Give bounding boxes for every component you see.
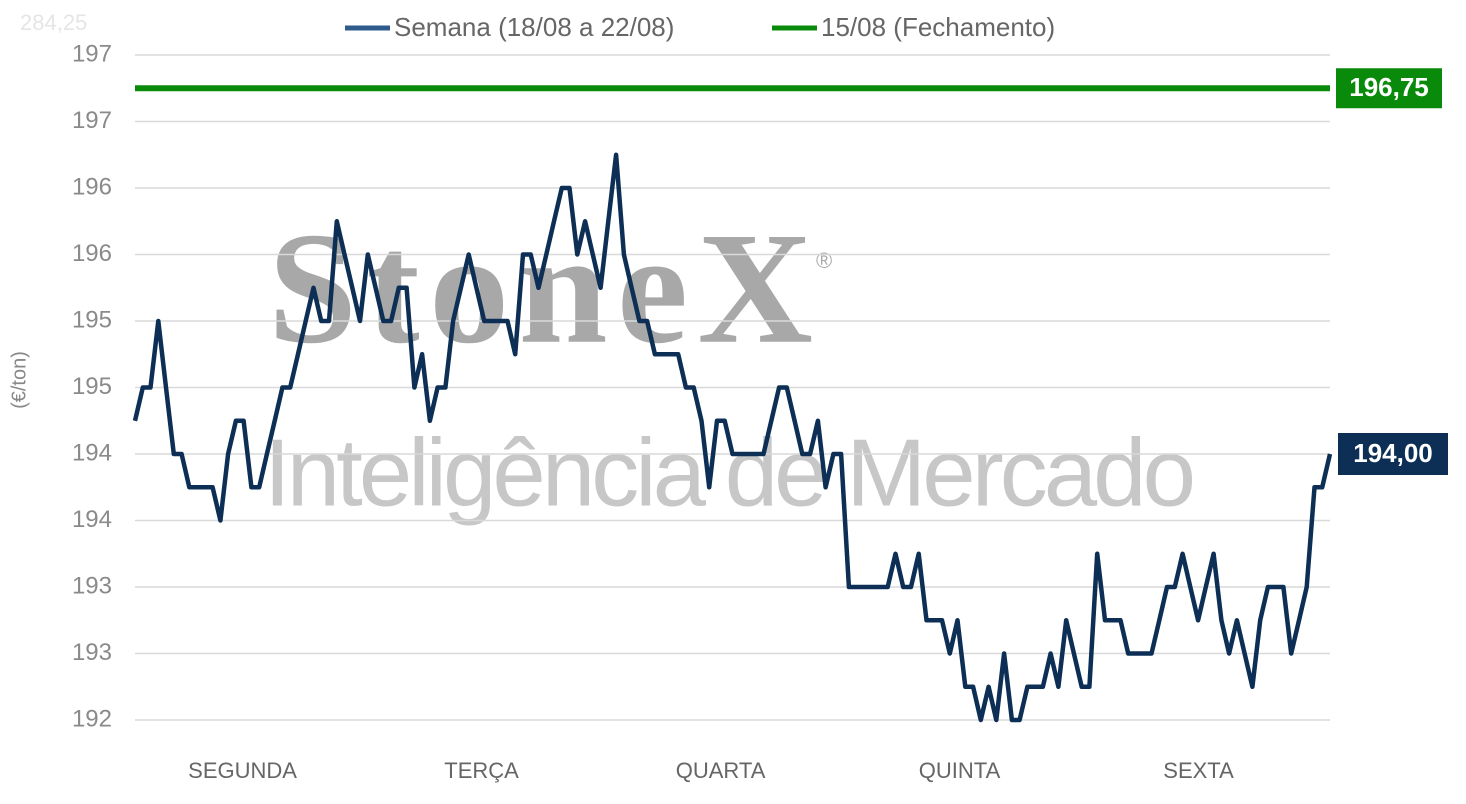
- y-tick-label: 194: [72, 439, 112, 466]
- y-tick-label: 194: [72, 506, 112, 533]
- y-tick-label: 193: [72, 639, 112, 666]
- series-line: [132, 152, 1333, 723]
- x-tick-label: QUINTA: [919, 758, 1001, 783]
- y-tick-label: 195: [72, 306, 112, 333]
- end-label: 194,00: [1353, 438, 1433, 468]
- y-tick-label: 196: [72, 240, 112, 267]
- y-tick-label: 193: [72, 572, 112, 599]
- y-tick-label: 197: [72, 40, 112, 67]
- y-tick-label: 192: [72, 705, 112, 732]
- y-tick-label: 195: [72, 373, 112, 400]
- value-label: 196,75: [1349, 72, 1429, 102]
- x-tick-label: SEGUNDA: [188, 758, 297, 783]
- legend-label: Semana (18/08 a 22/08): [394, 12, 674, 42]
- y-axis-label: (€/ton): [8, 351, 30, 409]
- legend-label: 15/08 (Fechamento): [821, 12, 1055, 42]
- value-label-box: [1336, 68, 1442, 109]
- x-tick-label: TERÇA: [444, 758, 519, 783]
- y-tick-label: 196: [72, 173, 112, 200]
- x-tick-label: QUARTA: [676, 758, 766, 783]
- y-tick-label: 197: [72, 107, 112, 134]
- ghost-label: 284,25: [20, 10, 87, 35]
- x-tick-label: SEXTA: [1163, 758, 1234, 783]
- end-label-box: [1338, 433, 1448, 475]
- watermark-mark: ®: [816, 248, 832, 273]
